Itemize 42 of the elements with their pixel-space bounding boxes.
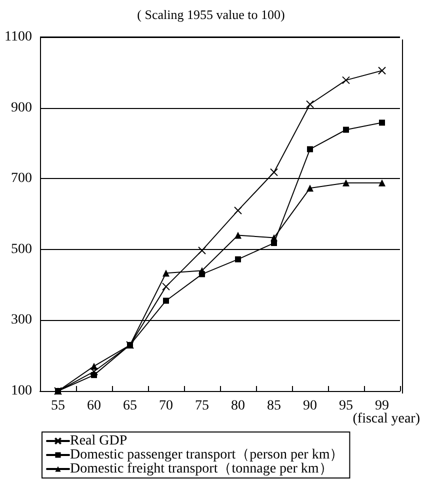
- x-tick-label: 85: [267, 398, 281, 414]
- x-tick-label: 75: [195, 398, 209, 414]
- x-tick-label: 60: [87, 398, 101, 414]
- x-tick-label: 99: [375, 398, 389, 414]
- point: [198, 267, 206, 274]
- y-tick-label: 900: [11, 100, 32, 116]
- y-tick-label: 100: [11, 384, 32, 398]
- y-tick-label: 1100: [4, 30, 32, 44]
- point: [270, 168, 278, 176]
- point: [162, 282, 170, 291]
- legend-label: Domestic freight transport（tonnage per km）: [70, 462, 333, 476]
- x-tick-label: 65: [123, 398, 137, 414]
- y-tick-label: 300: [11, 312, 32, 328]
- legend-label: Real GDP: [70, 434, 128, 448]
- point: [342, 76, 350, 84]
- point: [163, 298, 169, 304]
- point: [234, 232, 242, 239]
- point: [91, 372, 97, 378]
- x-axis-title: (fiscal year): [352, 412, 420, 426]
- point: [342, 179, 350, 186]
- point: [234, 206, 242, 214]
- point: [235, 256, 241, 262]
- y-tick-label: 700: [11, 171, 32, 186]
- point: [270, 234, 278, 242]
- x-tick-label: 70: [159, 398, 173, 414]
- x-tick-label: 80: [231, 398, 245, 414]
- x-tick-label: 90: [303, 398, 317, 414]
- x-tick-label: 55: [51, 398, 65, 414]
- legend-label: Domestic passenger transport（person per km）: [70, 448, 344, 462]
- chart-title: ( Scaling 1955 value to 100): [137, 7, 285, 22]
- point: [306, 184, 314, 192]
- x-tick-label: 95: [339, 398, 353, 414]
- point: [198, 246, 206, 254]
- point: [343, 126, 349, 133]
- point: [307, 146, 313, 152]
- point: [379, 120, 385, 126]
- point: [378, 66, 386, 75]
- point: [162, 270, 170, 277]
- point: [306, 100, 314, 108]
- point: [90, 362, 98, 370]
- point: [378, 179, 386, 186]
- y-tick-label: 500: [11, 242, 32, 257]
